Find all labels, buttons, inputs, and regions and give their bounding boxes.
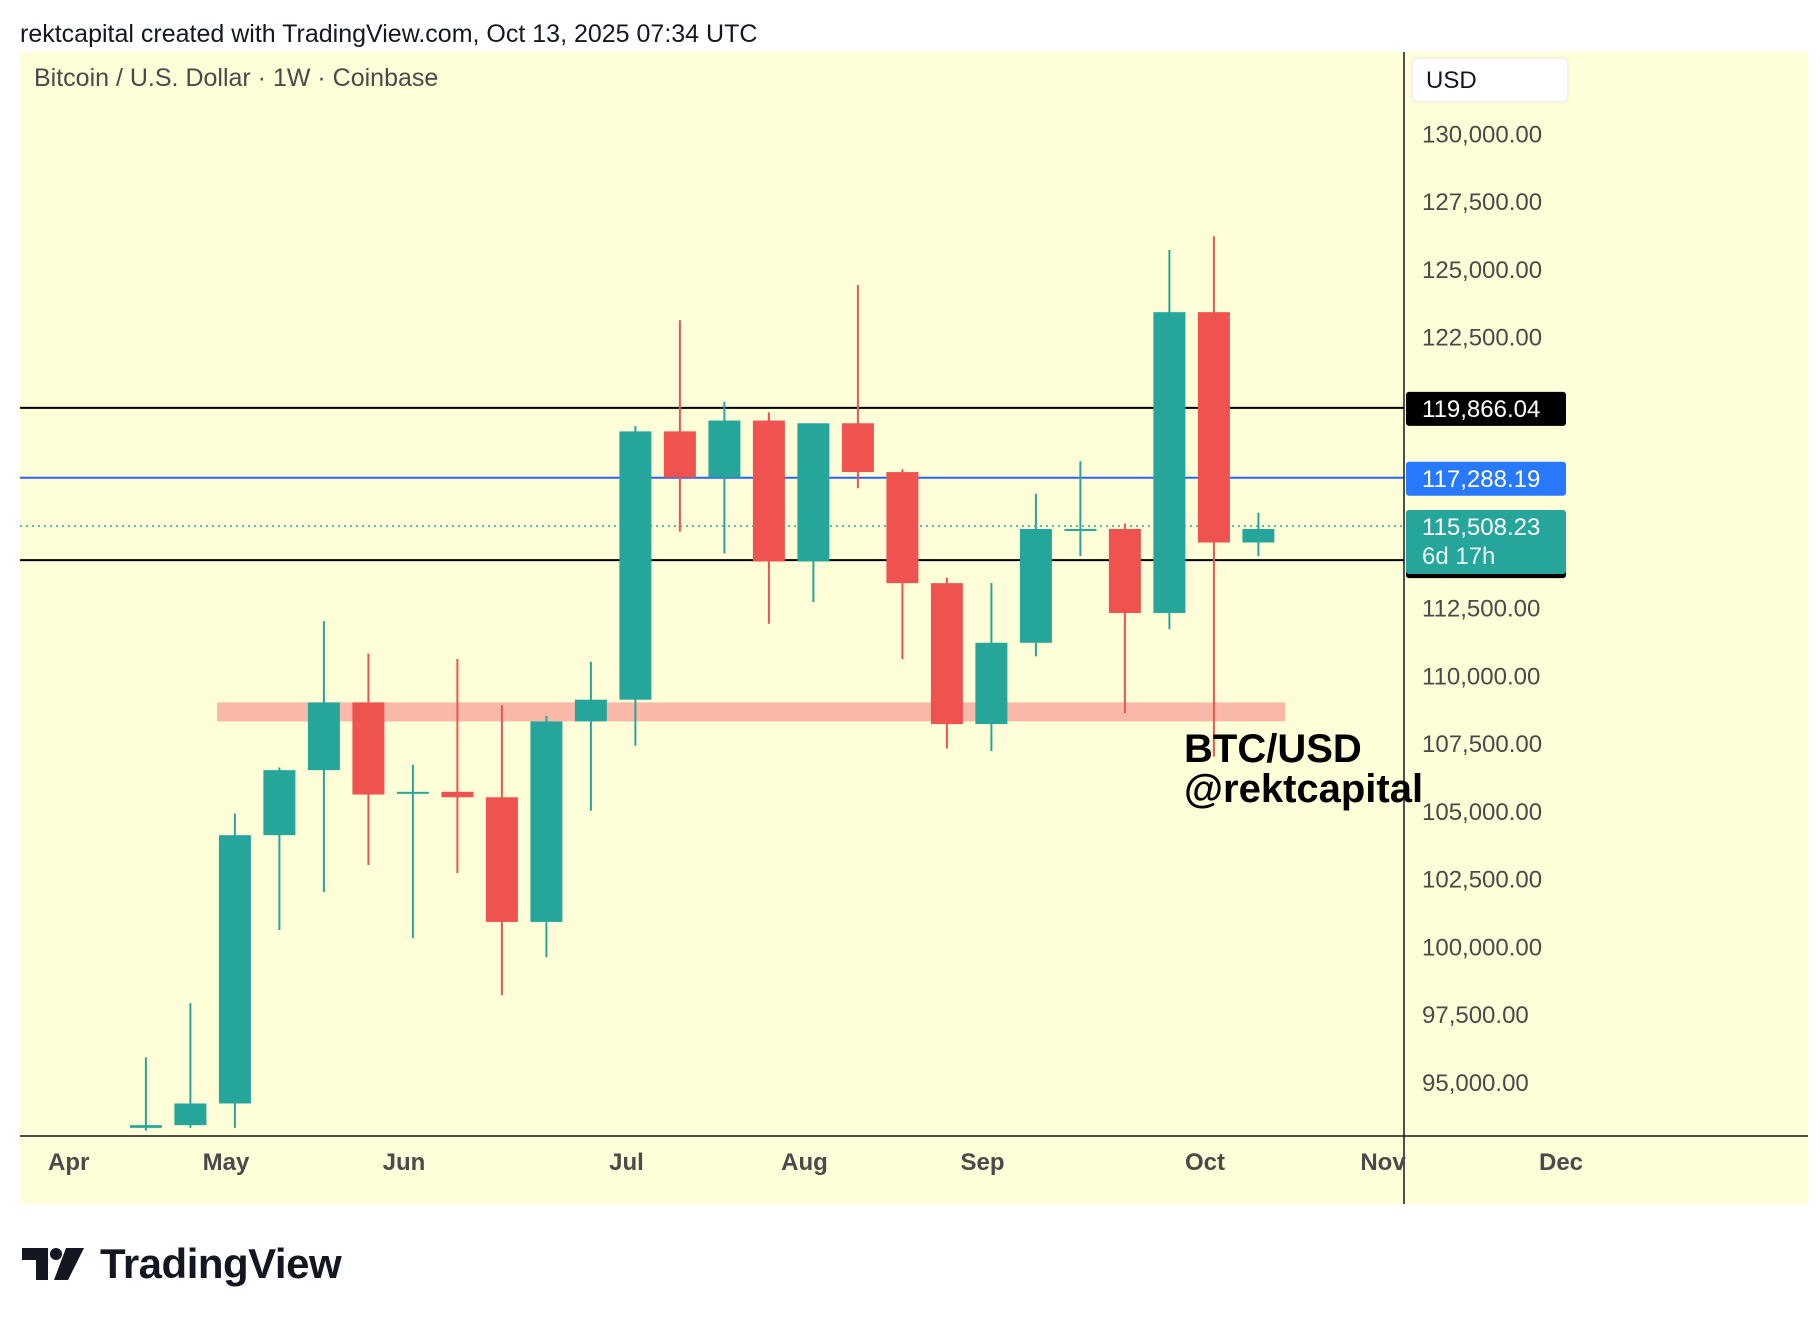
candle-body-4 bbox=[307, 702, 340, 771]
price-tick-label: 95,000.00 bbox=[1422, 1070, 1529, 1097]
time-tick-label: Jun bbox=[383, 1149, 426, 1176]
price-tick-label: 97,500.00 bbox=[1422, 1002, 1529, 1029]
price-level-label-bg-1 bbox=[1406, 461, 1566, 496]
chart-panel[interactable]: 95,000.00 97,500.00 100,000.00 102,500.00 10… bbox=[20, 52, 1808, 1204]
currency-selector-bg bbox=[1411, 57, 1569, 103]
chart-title: Bitcoin / U.S. Dollar · 1W · Coinbase bbox=[34, 64, 438, 92]
candle-body-25 bbox=[1242, 528, 1275, 543]
time-tick-label: Oct bbox=[1185, 1149, 1225, 1176]
price-tick-label: 100,000.00 bbox=[1422, 934, 1542, 961]
candle-body-0 bbox=[129, 1125, 162, 1128]
time-tick-label: May bbox=[203, 1149, 250, 1176]
price-level-label-1: 117,288.19 bbox=[1422, 466, 1540, 493]
currency-selector[interactable]: USD bbox=[1426, 67, 1477, 94]
candle-body-3 bbox=[263, 770, 296, 836]
candle-body-11 bbox=[619, 431, 652, 700]
chart-attribution: rektcapital created with TradingView.com… bbox=[20, 20, 758, 48]
candle-body-5 bbox=[352, 702, 385, 795]
candle-body-16 bbox=[841, 423, 874, 473]
candle-body-18 bbox=[930, 583, 963, 725]
candle-body-24 bbox=[1197, 312, 1230, 543]
candle-body-7 bbox=[441, 791, 474, 798]
candle-body-21 bbox=[1064, 528, 1097, 531]
time-tick-label: Apr bbox=[48, 1149, 89, 1176]
price-tick-label: 112,500.00 bbox=[1422, 596, 1540, 623]
price-tick-label: 122,500.00 bbox=[1422, 325, 1542, 352]
price-tick-label: 125,000.00 bbox=[1422, 257, 1542, 284]
footer: TradingView bbox=[22, 1240, 342, 1288]
candle-body-8 bbox=[485, 797, 518, 922]
tradingview-logo-icon bbox=[22, 1248, 84, 1280]
candle-body-14 bbox=[752, 420, 785, 562]
current-price-label-bg bbox=[1406, 510, 1566, 575]
candle-body-20 bbox=[1019, 528, 1052, 643]
candlestick-chart[interactable]: 95,000.00 97,500.00 100,000.00 102,500.00 10… bbox=[20, 52, 1808, 1204]
price-level-label-0: 119,866.04 bbox=[1422, 396, 1540, 423]
candle-body-13 bbox=[708, 420, 741, 478]
candle-body-19 bbox=[975, 642, 1008, 725]
candle-body-6 bbox=[396, 791, 429, 794]
price-tick-label: 130,000.00 bbox=[1422, 121, 1542, 148]
price-level-label-bg-0 bbox=[1406, 391, 1566, 426]
watermark-author: @rektcapital bbox=[1184, 767, 1423, 811]
candle-body-2 bbox=[218, 835, 251, 1104]
tradingview-brand: TradingView bbox=[100, 1240, 342, 1287]
time-tick-label: Sep bbox=[960, 1149, 1004, 1176]
bar-countdown-label: 6d 17h bbox=[1422, 543, 1495, 570]
time-tick-label: Aug bbox=[781, 1149, 828, 1176]
time-tick-label: Nov bbox=[1360, 1149, 1406, 1176]
time-tick-label: Dec bbox=[1539, 1149, 1583, 1176]
chart-background bbox=[20, 52, 1808, 1204]
candle-body-12 bbox=[663, 431, 696, 478]
candle-body-23 bbox=[1153, 312, 1186, 613]
candle-body-17 bbox=[886, 472, 919, 584]
current-price-label: 115,508.23 bbox=[1422, 514, 1540, 541]
price-tick-label: 110,000.00 bbox=[1422, 663, 1540, 690]
time-tick-label: Jul bbox=[609, 1149, 644, 1176]
support-zone bbox=[217, 702, 1286, 722]
candle-body-15 bbox=[797, 423, 830, 562]
watermark-pair: BTC/USD bbox=[1184, 727, 1362, 771]
price-tick-label: 127,500.00 bbox=[1422, 189, 1542, 216]
price-tick-label: 107,500.00 bbox=[1422, 731, 1542, 758]
price-tick-label: 105,000.00 bbox=[1422, 799, 1542, 826]
candle-body-22 bbox=[1108, 528, 1141, 613]
candle-body-9 bbox=[530, 721, 563, 922]
candle-body-10 bbox=[574, 699, 607, 722]
candle-body-1 bbox=[174, 1103, 207, 1126]
price-tick-label: 102,500.00 bbox=[1422, 867, 1542, 894]
